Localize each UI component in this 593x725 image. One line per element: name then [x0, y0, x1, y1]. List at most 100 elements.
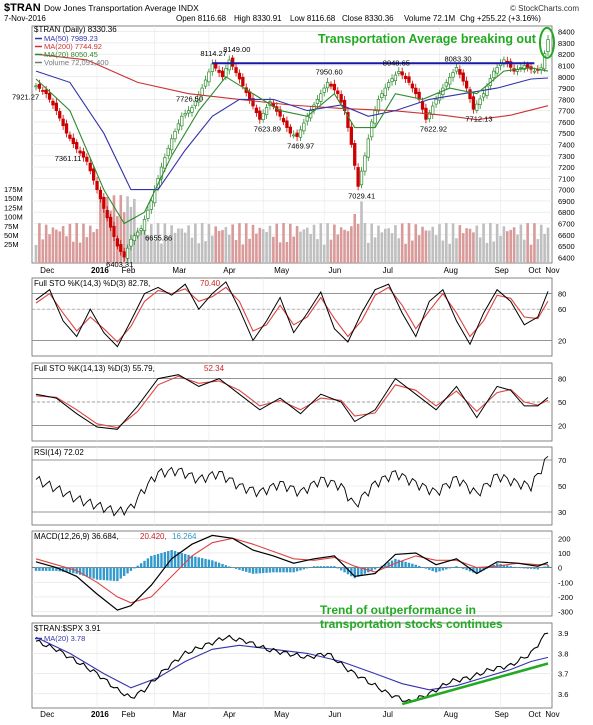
- volume-bar: [414, 224, 417, 263]
- volume-bar: [197, 243, 200, 263]
- volume-bar: [99, 200, 102, 263]
- price-candle: [326, 82, 329, 87]
- volume-bar: [72, 242, 75, 263]
- price-candle: [89, 163, 92, 171]
- date-label: 7-Nov-2016: [4, 14, 46, 23]
- x-axis-label: Nov: [545, 266, 559, 275]
- price-candle: [119, 244, 122, 251]
- macd-histogram-bar: [421, 567, 423, 568]
- volume-bar: [235, 240, 238, 263]
- volume-bar: [160, 244, 163, 263]
- price-candle: [41, 90, 44, 91]
- macd-histogram-bar: [113, 568, 115, 581]
- volume-bar: [225, 227, 228, 263]
- volume-bar: [442, 241, 445, 263]
- volume-bar: [238, 223, 241, 263]
- macd-histogram-bar: [279, 568, 281, 573]
- price-axis-tick-label: 6500: [558, 242, 575, 251]
- volume-bar: [96, 229, 99, 263]
- volume-bar: [530, 245, 533, 263]
- price-candle: [208, 72, 211, 82]
- price-candle: [387, 82, 390, 87]
- price-axis-tick-label: 8000: [558, 73, 575, 82]
- macd-histogram-bar: [265, 568, 267, 573]
- macd-histogram-bar: [99, 568, 101, 580]
- volume-bar: [411, 241, 414, 263]
- price-candle: [258, 111, 261, 119]
- x-axis-label: Dec: [40, 266, 54, 275]
- macd-histogram-bar: [303, 568, 305, 570]
- price-axis-tick-label: 7900: [558, 84, 575, 93]
- price-candle: [218, 70, 221, 72]
- macd-histogram-bar: [42, 568, 44, 571]
- price-candle: [452, 72, 455, 77]
- volume-bar: [89, 226, 92, 263]
- volume-bar: [221, 230, 224, 263]
- rsi-axis-tick-label: 30: [558, 508, 566, 517]
- macd-histogram-bar: [269, 568, 271, 573]
- sto1-axis-tick-label: 60: [558, 305, 566, 314]
- volume-bar: [265, 232, 268, 263]
- macd-hist-value: 16.264: [172, 532, 197, 541]
- macd-histogram-bar: [106, 568, 108, 581]
- price-candle: [364, 156, 367, 171]
- price-candle: [384, 88, 387, 96]
- price-axis-tick-label: 6800: [558, 208, 575, 217]
- volume-bar: [435, 235, 438, 263]
- macd-histogram-bar: [330, 566, 332, 568]
- price-candle: [109, 217, 112, 227]
- macd-histogram-bar: [259, 568, 261, 574]
- volume-bar: [496, 224, 499, 263]
- price-candle: [475, 104, 478, 110]
- volume-bar: [364, 223, 367, 263]
- volume-bar: [387, 228, 390, 263]
- ratio-x-axis-label: Oct: [528, 710, 541, 719]
- change-value: Chg +255.22 (+3.16%): [460, 14, 541, 23]
- price-axis-tick-label: 6900: [558, 197, 575, 206]
- volume-bar: [228, 235, 231, 263]
- macd-histogram-bar: [245, 568, 247, 572]
- macd-histogram-bar: [289, 568, 291, 573]
- price-candle: [394, 75, 397, 81]
- volume-bar: [462, 233, 465, 263]
- macd-histogram-bar: [299, 568, 301, 571]
- volume-bar: [455, 238, 458, 263]
- volume-axis-label: 50M: [4, 231, 19, 240]
- volume-bar: [41, 239, 44, 263]
- ratio-x-axis-label: 2016: [91, 710, 109, 719]
- price-axis-tick-label: 8300: [558, 39, 575, 48]
- macd-histogram-bar: [340, 568, 342, 571]
- price-candle: [164, 158, 167, 168]
- macd-axis-tick-label: -100: [558, 578, 573, 587]
- close-value: Close 8330.36: [342, 14, 394, 23]
- price-candle: [221, 71, 224, 77]
- volume-axis-label: 25M: [4, 240, 19, 249]
- macd-histogram-bar: [343, 568, 345, 573]
- volume-bar: [336, 234, 339, 263]
- price-point-label: 7469.97: [287, 142, 314, 151]
- macd-histogram-bar: [137, 566, 139, 568]
- macd-histogram-bar: [459, 567, 461, 568]
- macd-histogram-bar: [506, 565, 508, 567]
- volume-bar: [103, 205, 106, 263]
- volume-bar: [65, 236, 68, 263]
- volume-bar: [309, 234, 312, 263]
- price-candle: [228, 60, 231, 70]
- price-candle: [65, 124, 68, 133]
- price-axis-tick-label: 7500: [558, 129, 575, 138]
- high-value: High 8330.91: [234, 14, 282, 23]
- volume-bar: [438, 224, 441, 263]
- volume-bar: [275, 224, 278, 263]
- price-point-label: 8149.00: [223, 45, 250, 54]
- macd-histogram-bar: [72, 568, 74, 574]
- x-axis-label: Apr: [223, 266, 236, 275]
- macd-histogram-bar: [140, 563, 142, 568]
- price-candle: [82, 152, 85, 158]
- macd-histogram-bar: [45, 568, 47, 571]
- volume-bar: [381, 232, 384, 263]
- price-candle: [330, 84, 333, 86]
- volume-bar: [503, 226, 506, 263]
- price-candle: [248, 92, 251, 100]
- ratio-x-axis-label: Jun: [328, 710, 341, 719]
